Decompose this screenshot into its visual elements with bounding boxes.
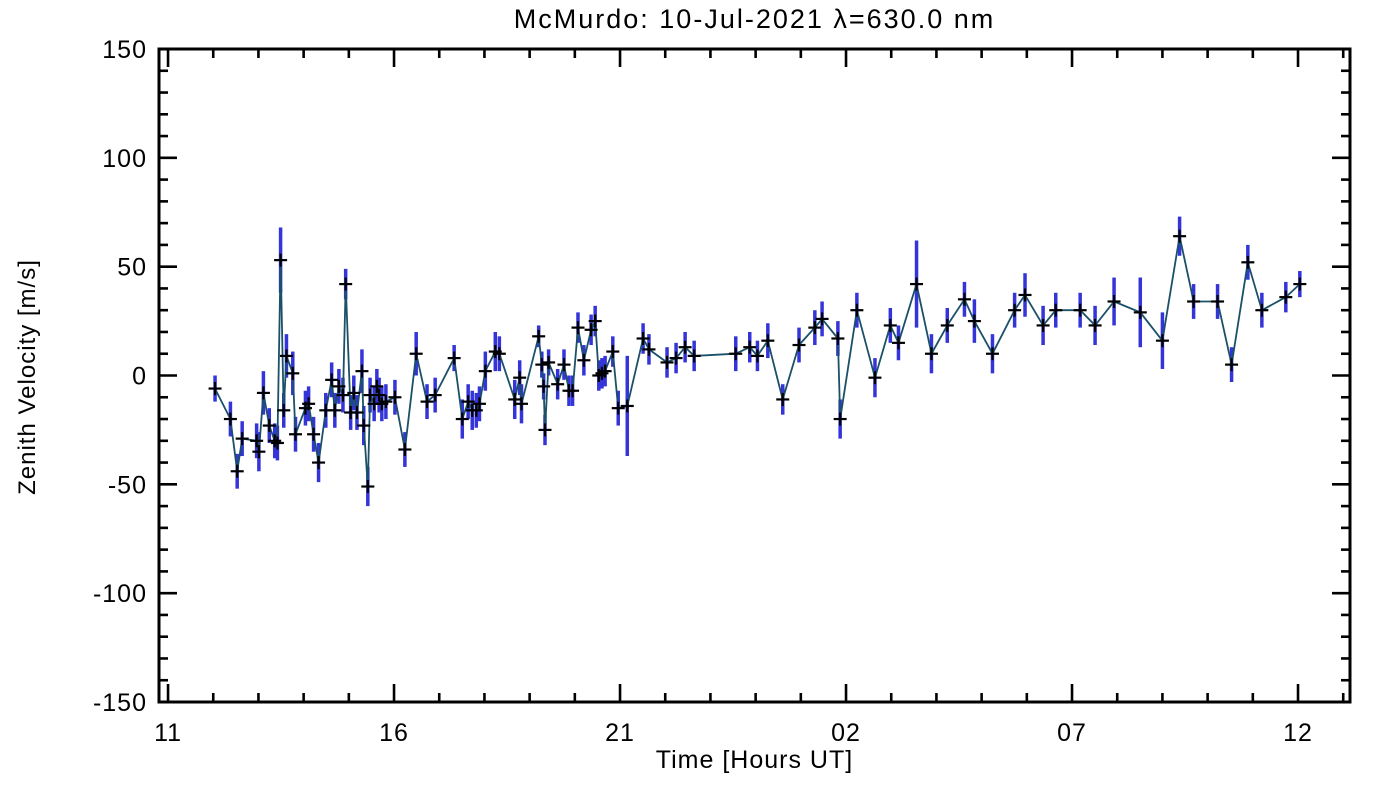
svg-text:02: 02 (831, 719, 861, 747)
svg-text:150: 150 (102, 36, 147, 64)
svg-text:-50: -50 (108, 471, 147, 499)
axis-ticks (159, 47, 1350, 704)
svg-text:07: 07 (1057, 719, 1087, 747)
chart-title: McMurdo: 10-Jul-2021 λ=630.0 nm (513, 4, 996, 34)
svg-text:11: 11 (154, 719, 182, 747)
svg-text:50: 50 (117, 254, 147, 282)
x-axis-label: Time [Hours UT] (655, 746, 854, 774)
svg-text:-150: -150 (93, 689, 147, 717)
svg-text:100: 100 (102, 145, 147, 173)
svg-text:21: 21 (605, 719, 635, 747)
svg-text:16: 16 (379, 719, 409, 747)
svg-text:-100: -100 (93, 580, 147, 608)
y-tick-labels: 150 100 50 0 -50 -100 -150 (93, 36, 147, 717)
svg-text:12: 12 (1283, 719, 1313, 747)
data-markers (208, 229, 1307, 494)
x-tick-labels: 11 16 21 02 07 12 (154, 719, 1313, 747)
svg-text:0: 0 (132, 363, 147, 391)
